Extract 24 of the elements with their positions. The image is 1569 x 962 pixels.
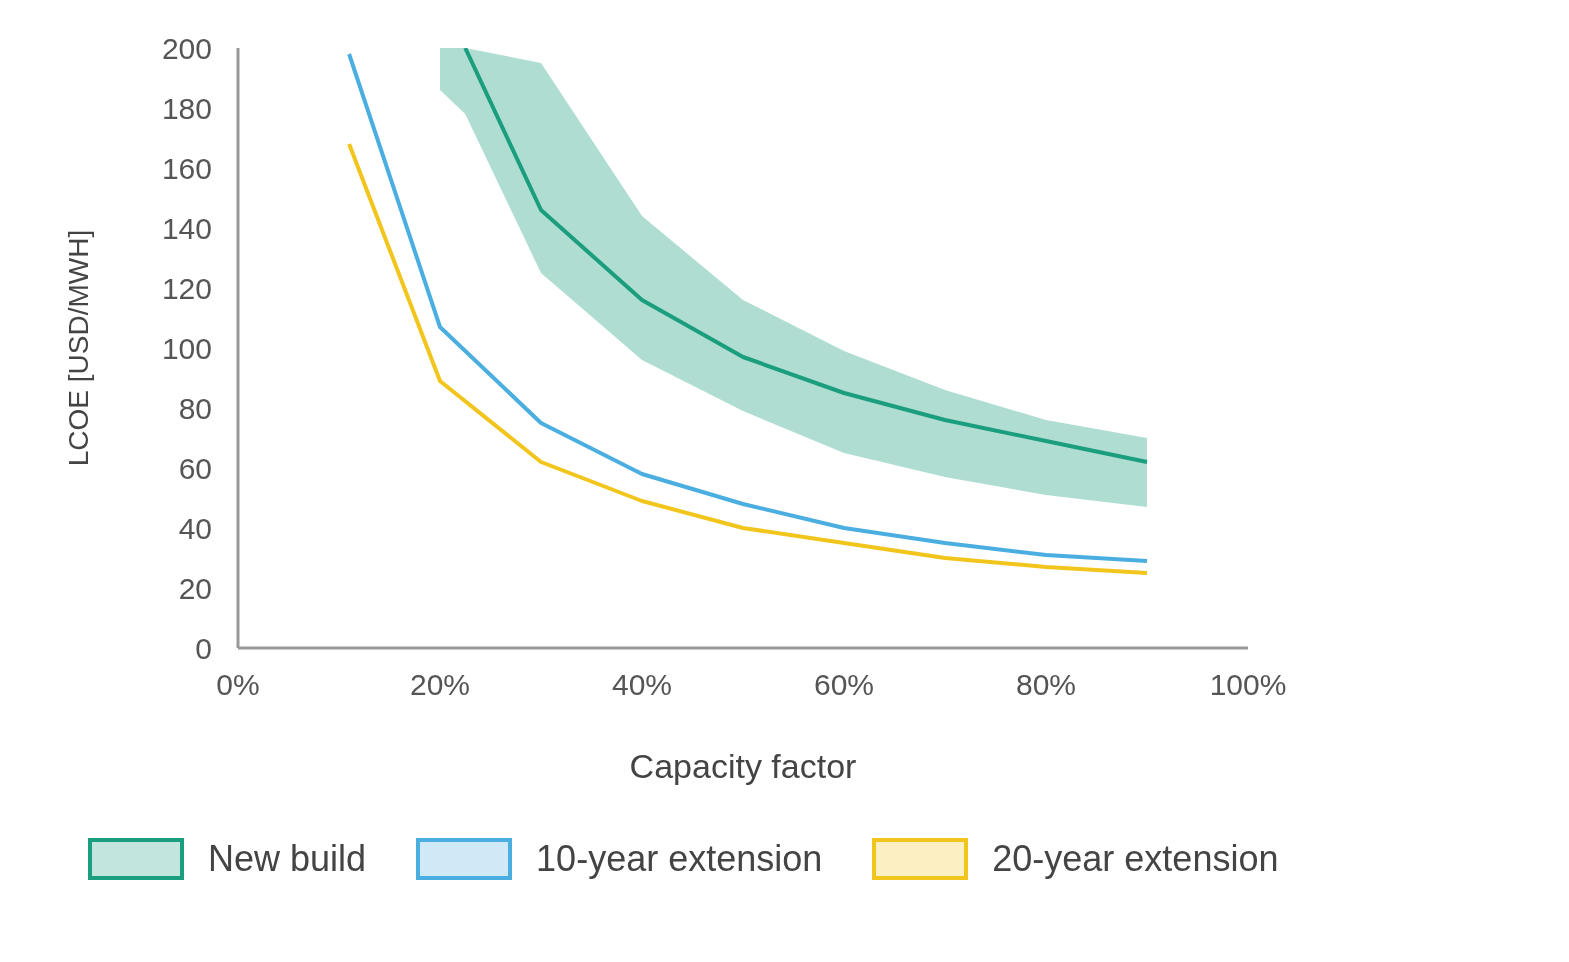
y-tick-label: 80 (178, 391, 212, 425)
y-tick-label: 140 (161, 211, 212, 245)
line-series (347, 142, 1149, 575)
y-tick-label: 160 (161, 151, 212, 185)
x-tick-label: 40% (611, 668, 673, 702)
y-tick-label: 40 (178, 511, 212, 545)
legend-label: 10-year extension (536, 838, 823, 880)
x-tick-label: 80% (1015, 668, 1077, 702)
x-axis-title: Capacity factor (629, 747, 857, 785)
line-series (347, 52, 1149, 563)
y-tick-label: 0 (195, 631, 212, 665)
y-tick-label: 20 (178, 571, 212, 605)
y-tick-label: 180 (161, 91, 212, 125)
legend-label: New build (208, 838, 367, 880)
y-tick-label: 200 (161, 31, 212, 65)
y-tick-label: 60 (178, 451, 212, 485)
x-tick-label: 20% (409, 668, 471, 702)
y-axis-title: LCOE [USD/MWH] (62, 229, 94, 467)
x-tick-label: 100% (1209, 668, 1287, 702)
x-tick-label: 0% (216, 668, 260, 702)
x-tick-label: 60% (813, 668, 875, 702)
y-tick-label: 120 (161, 271, 212, 305)
legend-label: 20-year extension (992, 838, 1279, 880)
y-tick-label: 100 (161, 331, 212, 365)
